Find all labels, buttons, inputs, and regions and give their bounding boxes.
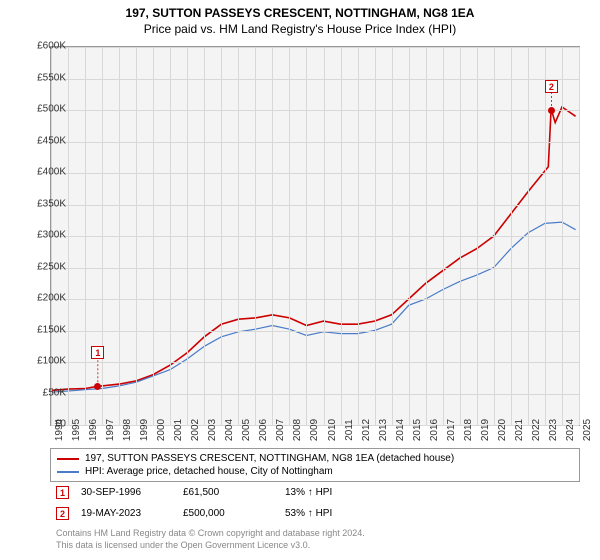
y-axis-label: £550K	[37, 72, 66, 83]
sale-price-2: £500,000	[183, 508, 273, 519]
y-axis-label: £500K	[37, 104, 66, 115]
x-axis-label: 2007	[275, 419, 286, 441]
y-axis-label: £300K	[37, 230, 66, 241]
y-axis-label: £50K	[43, 387, 66, 398]
x-axis-label: 2009	[309, 419, 320, 441]
plot-area: 12	[50, 46, 580, 426]
x-axis-label: 2021	[514, 419, 525, 441]
x-axis-label: 2017	[446, 419, 457, 441]
x-axis-label: 2013	[378, 419, 389, 441]
series-line	[51, 222, 576, 392]
sale-marker-box: 1	[91, 346, 104, 359]
chart-title: 197, SUTTON PASSEYS CRESCENT, NOTTINGHAM…	[0, 6, 600, 20]
legend-label-2: HPI: Average price, detached house, City…	[85, 466, 333, 477]
legend-row-2: HPI: Average price, detached house, City…	[57, 465, 573, 478]
y-axis-label: £600K	[37, 41, 66, 52]
x-axis-label: 2024	[565, 419, 576, 441]
x-axis-label: 2015	[412, 419, 423, 441]
x-axis-label: 1994	[54, 419, 65, 441]
sale-row-1: 1 30-SEP-1996 £61,500 13% ↑ HPI	[50, 482, 580, 503]
x-axis-label: 2005	[241, 419, 252, 441]
x-axis-label: 2025	[582, 419, 593, 441]
legend-label-1: 197, SUTTON PASSEYS CRESCENT, NOTTINGHAM…	[85, 453, 454, 464]
x-axis-label: 2001	[173, 419, 184, 441]
x-axis-label: 2019	[480, 419, 491, 441]
legend-area: 197, SUTTON PASSEYS CRESCENT, NOTTINGHAM…	[50, 448, 580, 555]
y-axis-label: £150K	[37, 324, 66, 335]
titles: 197, SUTTON PASSEYS CRESCENT, NOTTINGHAM…	[0, 0, 600, 36]
footer-line-2: This data is licensed under the Open Gov…	[56, 540, 574, 552]
sale-marker-box: 2	[545, 80, 558, 93]
x-axis-label: 2004	[224, 419, 235, 441]
series-line	[51, 107, 576, 391]
legend-row-1: 197, SUTTON PASSEYS CRESCENT, NOTTINGHAM…	[57, 452, 573, 465]
x-axis-label: 2022	[531, 419, 542, 441]
y-axis-label: £250K	[37, 261, 66, 272]
sale-date-1: 30-SEP-1996	[81, 487, 171, 498]
x-axis-label: 2003	[207, 419, 218, 441]
x-axis-label: 2000	[156, 419, 167, 441]
x-axis-label: 2006	[258, 419, 269, 441]
sale-dot	[548, 107, 555, 114]
x-axis-label: 1997	[105, 419, 116, 441]
sale-delta-2: 53% ↑ HPI	[285, 508, 375, 519]
sale-date-2: 19-MAY-2023	[81, 508, 171, 519]
x-axis-label: 1999	[139, 419, 150, 441]
sale-delta-1: 13% ↑ HPI	[285, 487, 375, 498]
x-axis-label: 1995	[71, 419, 82, 441]
y-axis-label: £350K	[37, 198, 66, 209]
sale-marker-2: 2	[56, 507, 69, 520]
sale-marker-1: 1	[56, 486, 69, 499]
y-axis-label: £100K	[37, 356, 66, 367]
footer-line-1: Contains HM Land Registry data © Crown c…	[56, 528, 574, 540]
x-axis-label: 2012	[361, 419, 372, 441]
x-axis-label: 2002	[190, 419, 201, 441]
x-axis-label: 2011	[344, 419, 355, 441]
sale-row-2: 2 19-MAY-2023 £500,000 53% ↑ HPI	[50, 503, 580, 524]
sale-price-1: £61,500	[183, 487, 273, 498]
x-axis-label: 2018	[463, 419, 474, 441]
y-axis-label: £400K	[37, 167, 66, 178]
x-axis-label: 2010	[327, 419, 338, 441]
chart-container: 197, SUTTON PASSEYS CRESCENT, NOTTINGHAM…	[0, 0, 600, 560]
chart-subtitle: Price paid vs. HM Land Registry's House …	[0, 22, 600, 36]
x-axis-label: 2016	[429, 419, 440, 441]
legend-swatch-1	[57, 458, 79, 460]
x-axis-label: 2008	[292, 419, 303, 441]
x-axis-label: 1996	[88, 419, 99, 441]
x-axis-label: 1998	[122, 419, 133, 441]
legend-swatch-2	[57, 471, 79, 473]
y-axis-label: £200K	[37, 293, 66, 304]
x-axis-label: 2014	[395, 419, 406, 441]
legend-box: 197, SUTTON PASSEYS CRESCENT, NOTTINGHAM…	[50, 448, 580, 482]
footer: Contains HM Land Registry data © Crown c…	[50, 524, 580, 555]
x-axis-label: 2023	[548, 419, 559, 441]
x-axis-label: 2020	[497, 419, 508, 441]
y-axis-label: £450K	[37, 135, 66, 146]
